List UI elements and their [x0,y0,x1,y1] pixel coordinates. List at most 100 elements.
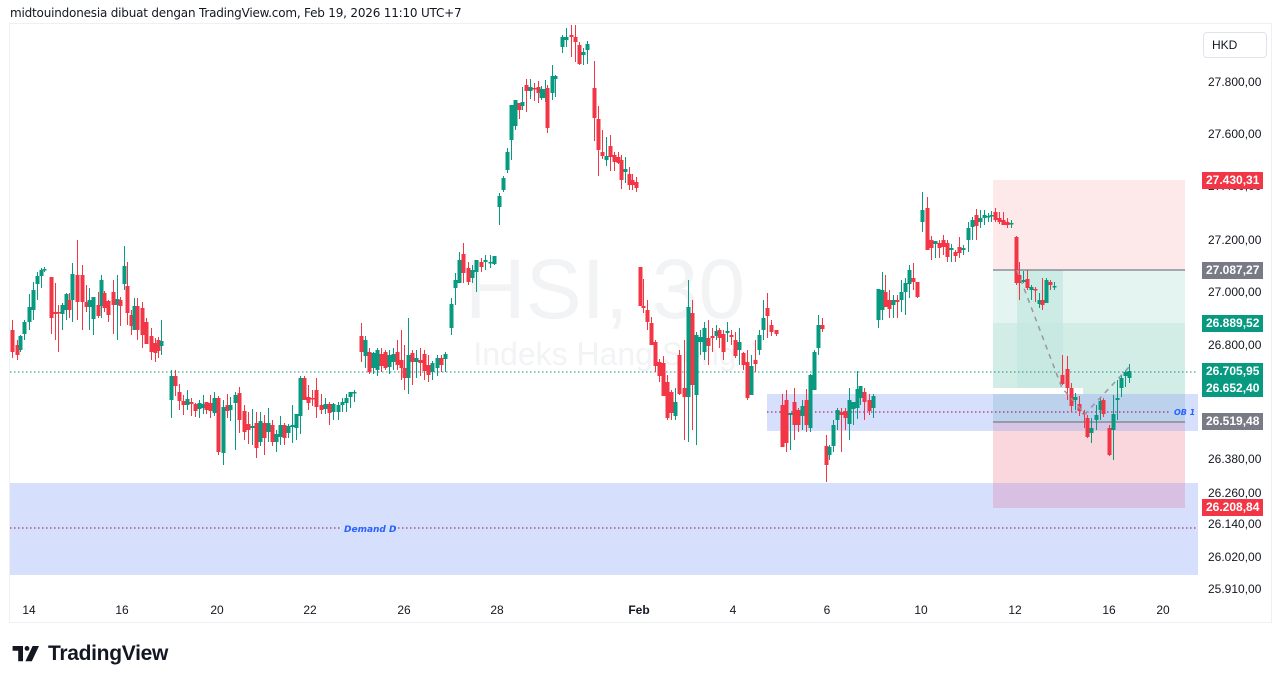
candle-body [35,276,40,284]
candle-body [564,37,569,40]
short-stop-region[interactable] [993,180,1185,270]
candle-body [1029,287,1034,290]
time-tick-label: Feb [628,603,649,617]
candle-body [569,35,574,37]
candle-body [375,350,380,370]
time-tick-label: 28 [490,603,504,617]
candle-body [221,407,226,453]
candle-body [314,390,319,407]
candle-body [824,446,829,465]
candle-body [871,396,876,408]
candle-body [649,323,654,345]
stop-demand-overlap [993,483,1185,508]
candle-body [831,425,836,446]
candle-body [899,292,904,300]
candle-body [39,270,44,276]
tradingview-logo[interactable]: TradingView [12,642,168,666]
candle-body [15,345,20,355]
candle-body [539,89,544,98]
candle-body [986,216,991,218]
chart-attribution: midtouindonesia dibuat dengan TradingVie… [10,6,462,20]
time-axis[interactable]: 14 16 20 22 26 28 Feb 4 6 10 12 16 20 [22,603,1170,617]
candle-body [698,337,703,342]
candle-body [581,52,586,55]
currency-button[interactable]: HKD [1203,32,1267,58]
candle-body [517,103,522,110]
candle-body [532,88,537,90]
candle-body [741,353,746,365]
watermark-symbol: HSI, 30 [465,242,745,336]
candle-body [395,352,400,365]
ob1-overlap [993,394,1185,422]
candle-body [159,341,164,346]
candle-body [298,378,303,416]
candle-body [880,290,885,310]
candle-body [634,182,639,188]
candle-body [974,215,979,226]
candle-body [233,395,238,403]
candle-body [661,363,666,396]
candle-body [573,37,578,42]
price-tag: 26.705,95 [1202,363,1264,380]
candle-body [774,330,779,334]
candle-body [246,424,251,430]
price-tick-label: 27.000,00 [1208,285,1262,299]
candle-body [619,160,624,180]
candle-body [827,447,832,455]
candle-body [67,300,72,310]
time-tick-label: 14 [22,603,36,617]
time-tick-label: 4 [730,603,737,617]
candle-body [323,404,328,409]
candle-body [201,404,206,408]
candle-body [1065,369,1070,388]
candle-body [391,354,396,362]
candle-body [115,299,120,305]
candle-body [31,290,36,310]
candle-body [820,325,825,329]
price-axis[interactable]: 27.800,0027.600,0027.400,0027.200,0027.0… [1208,75,1262,596]
candle-body [18,336,23,350]
candle-body [800,406,805,416]
price-tag: 26.889,52 [1202,315,1264,332]
demand-zone-label: Demand D [344,525,397,535]
demand-label-bg [340,521,394,535]
candle-body [228,405,233,410]
candle-body [60,305,65,314]
candle-body [237,393,242,420]
candle-body [302,378,307,400]
candle-body [197,403,202,409]
candle-body [111,292,116,305]
candle-body [125,286,130,313]
candle-body [925,208,930,250]
candle-body [294,414,299,428]
candle-body [492,256,497,264]
candle-body [10,330,15,352]
chart-frame [9,23,1272,623]
candle-body [855,389,860,408]
candle-body [686,307,691,397]
candle-body [1073,397,1078,400]
candle-body [835,410,840,420]
candle-body [978,218,983,222]
candle-body [461,254,466,273]
candle-body [717,330,722,338]
candle-body [1069,388,1074,406]
ob1-label: OB 1 [1174,408,1195,417]
price-tag: 26.519,48 [1202,413,1264,430]
candle-body [99,280,104,306]
candle-body [729,335,734,337]
candle-body [1098,401,1103,410]
price-tick-label: 26.800,00 [1208,338,1262,352]
candle-body [733,340,738,356]
candle-body [1107,428,1112,455]
candle-body [1094,415,1099,420]
projection-path[interactable] [1016,269,1131,416]
candle-body [895,300,900,302]
candle-body [536,87,541,93]
candle-body [402,368,407,378]
price-tick-label: 26.260,00 [1208,486,1262,500]
candle-body [497,196,502,207]
candle-body [87,300,92,307]
candle-body [129,315,134,326]
